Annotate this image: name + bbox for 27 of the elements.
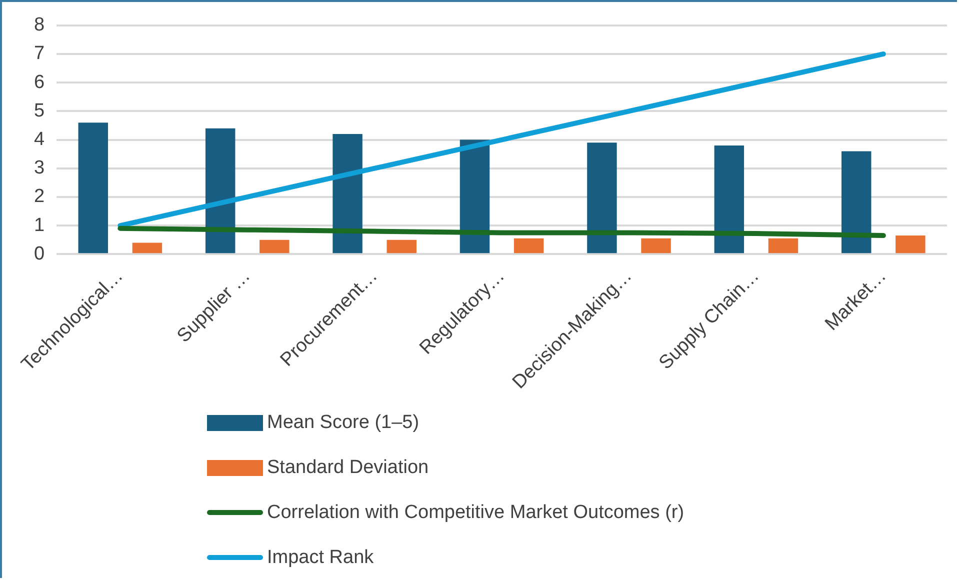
legend-label: Standard Deviation xyxy=(267,456,429,478)
legend-label: Impact Rank xyxy=(267,546,374,568)
bar xyxy=(842,151,872,254)
y-tick-label: 1 xyxy=(34,214,45,236)
legend-label: Mean Score (1–5) xyxy=(267,412,420,434)
y-tick-label: 3 xyxy=(34,158,45,179)
y-tick-label: 0 xyxy=(34,243,45,264)
bar xyxy=(714,145,744,254)
bar xyxy=(78,122,108,254)
legend-label: Correlation with Competitive Market Outcomes (r) xyxy=(267,502,684,524)
bar xyxy=(205,128,236,254)
y-tick-label: 6 xyxy=(34,72,45,93)
bar xyxy=(386,240,416,254)
y-tick-label: 4 xyxy=(34,129,45,150)
y-tick-label: 7 xyxy=(34,43,45,64)
bar xyxy=(514,238,544,254)
bar xyxy=(587,142,617,254)
bar xyxy=(641,238,671,254)
bar xyxy=(896,236,926,254)
bar xyxy=(132,242,162,254)
bar xyxy=(768,238,798,254)
y-tick-label: 8 xyxy=(34,14,45,36)
y-tick-label: 2 xyxy=(34,186,45,208)
y-tick-label: 5 xyxy=(34,100,45,122)
bar xyxy=(260,240,290,254)
bar xyxy=(332,134,362,254)
bar xyxy=(460,140,490,254)
